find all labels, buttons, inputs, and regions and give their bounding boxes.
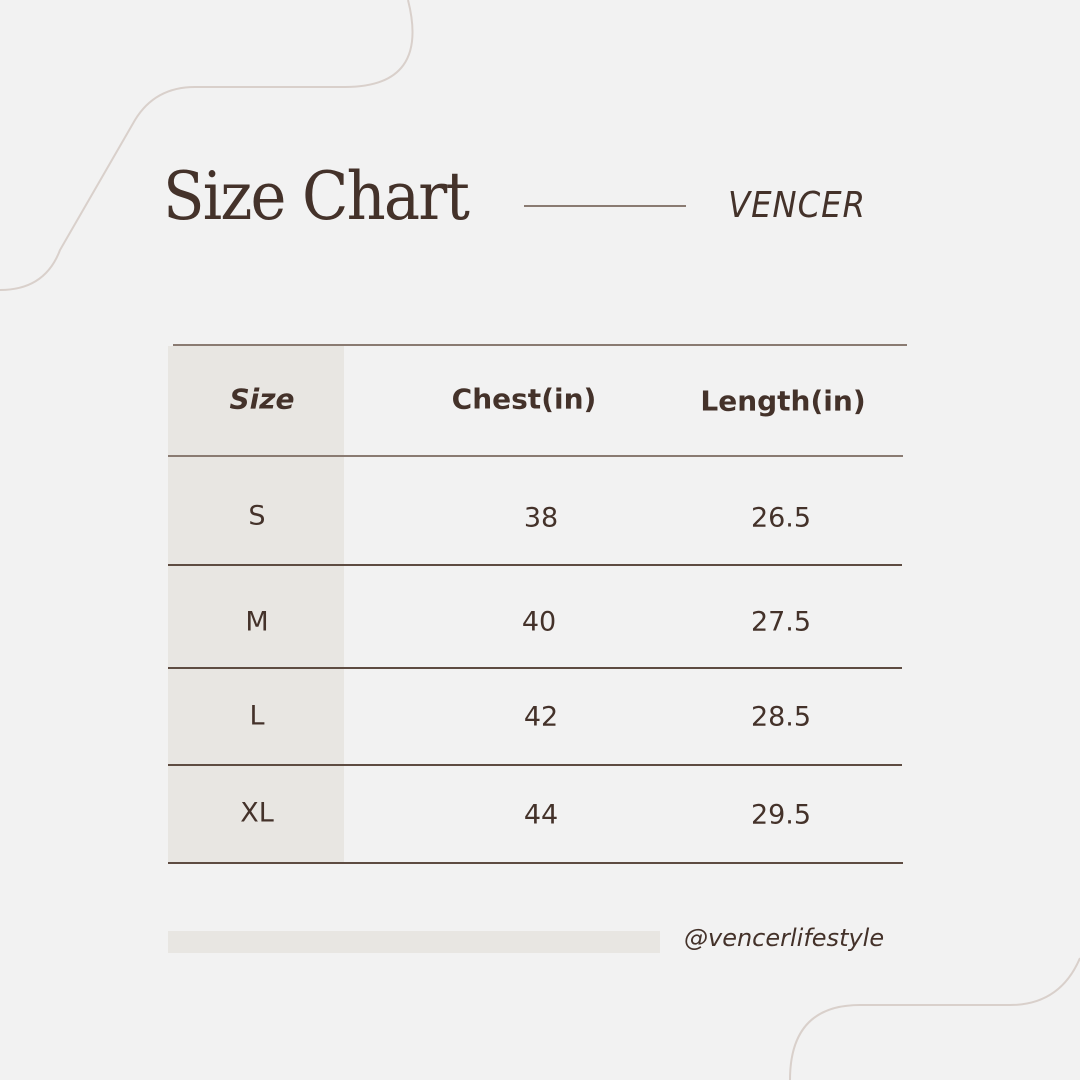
cell-chest: 44 — [523, 799, 559, 831]
row-rule — [168, 764, 902, 766]
cell-length: 29.5 — [750, 799, 812, 831]
header-chest: Chest(in) — [451, 382, 597, 416]
top-left-curve — [0, 0, 414, 291]
size-column-shade — [168, 346, 344, 862]
cell-chest: 40 — [521, 606, 557, 638]
social-handle: @vencerlifestyle — [684, 924, 885, 952]
row-rule — [168, 667, 902, 669]
cell-length: 28.5 — [750, 701, 812, 733]
header-rule — [168, 455, 903, 457]
cell-length: 27.5 — [750, 606, 812, 638]
page-title: Size Chart — [163, 158, 470, 235]
row-rule — [168, 862, 903, 864]
header-size: Size — [229, 382, 295, 416]
cell-size: L — [249, 700, 265, 732]
table-top-rule — [173, 344, 907, 346]
cell-chest: 42 — [523, 701, 559, 733]
title-divider — [524, 205, 686, 207]
cell-size: S — [248, 500, 266, 532]
brand-name: VENCER — [728, 185, 866, 226]
row-rule — [168, 564, 902, 566]
cell-length: 26.5 — [750, 502, 812, 534]
header-length: Length(in) — [700, 384, 866, 418]
cell-chest: 38 — [523, 502, 559, 534]
bottom-right-curve — [789, 957, 1080, 1080]
cell-size: M — [245, 606, 269, 638]
cell-size: XL — [240, 797, 274, 829]
footer-bar — [168, 931, 660, 953]
